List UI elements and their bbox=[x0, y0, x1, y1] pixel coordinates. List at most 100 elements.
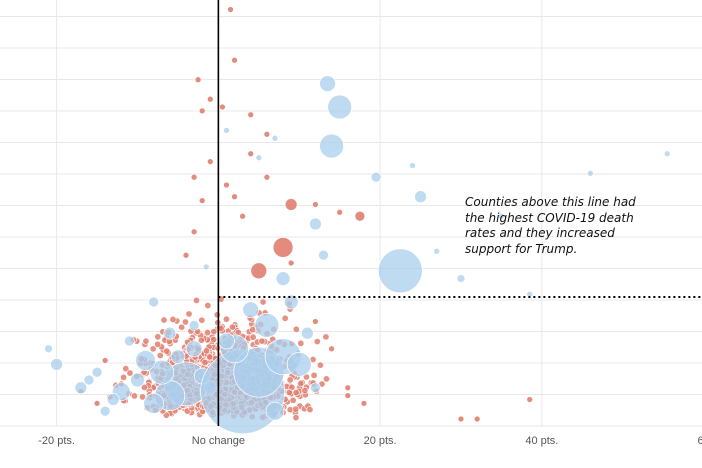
data-point-red bbox=[287, 259, 295, 267]
data-point-red bbox=[160, 316, 168, 324]
data-point-red bbox=[154, 333, 162, 341]
data-point-red bbox=[206, 95, 214, 103]
data-point-red bbox=[219, 103, 226, 111]
data-point-red bbox=[292, 389, 300, 397]
data-point-red bbox=[194, 76, 202, 84]
data-point-blue bbox=[370, 171, 382, 183]
data-point-blue bbox=[135, 350, 156, 371]
data-point-red bbox=[231, 193, 238, 201]
data-point-red bbox=[101, 357, 109, 364]
data-point-red bbox=[259, 298, 267, 306]
data-point-red bbox=[526, 396, 534, 403]
data-point-blue bbox=[242, 301, 260, 319]
data-point-blue bbox=[163, 326, 177, 340]
annotation-line: the highest COVID-19 death bbox=[465, 210, 634, 225]
data-point-red bbox=[328, 345, 335, 353]
data-point-blue bbox=[74, 381, 88, 395]
data-point-blue bbox=[202, 263, 210, 271]
data-point-red bbox=[292, 414, 300, 422]
data-point-red bbox=[285, 388, 293, 396]
data-point-red bbox=[249, 333, 257, 341]
data-point-blue bbox=[50, 358, 63, 371]
data-point-blue bbox=[149, 359, 175, 385]
data-point-blue bbox=[377, 248, 423, 294]
data-point-red bbox=[201, 358, 209, 366]
data-point-red bbox=[473, 415, 481, 423]
data-point-blue bbox=[456, 274, 466, 283]
annotation-line: Counties above this line had bbox=[465, 195, 636, 209]
data-point-red bbox=[312, 201, 319, 208]
data-point-red bbox=[231, 56, 238, 64]
data-point-blue bbox=[498, 212, 505, 220]
data-point-blue bbox=[300, 326, 314, 340]
data-point-red bbox=[301, 387, 309, 395]
data-point-blue bbox=[124, 335, 135, 347]
data-point-red bbox=[190, 228, 198, 236]
data-point-red bbox=[210, 328, 218, 336]
data-point-red bbox=[306, 406, 314, 414]
data-point-red bbox=[289, 396, 297, 404]
data-point-red bbox=[122, 365, 130, 373]
data-point-blue bbox=[143, 393, 165, 414]
data-point-red bbox=[213, 311, 221, 319]
data-point-red bbox=[190, 173, 198, 181]
x-tick-label: 20 pts. bbox=[364, 435, 397, 447]
blue-points-layer bbox=[44, 75, 671, 435]
data-point-red bbox=[284, 198, 298, 211]
data-point-red bbox=[140, 383, 148, 391]
data-point-blue bbox=[319, 133, 344, 159]
data-point-red bbox=[272, 237, 294, 258]
data-point-red bbox=[228, 323, 236, 331]
data-point-red bbox=[182, 251, 190, 259]
data-point-red bbox=[323, 375, 331, 383]
annotation-text: Counties above this line had the highest… bbox=[465, 195, 685, 257]
annotation-line: rates and they increased bbox=[465, 226, 615, 240]
data-point-blue bbox=[106, 393, 120, 406]
data-point-red bbox=[457, 415, 465, 423]
data-point-red bbox=[198, 197, 206, 204]
data-point-blue bbox=[286, 352, 312, 377]
data-point-blue bbox=[587, 169, 594, 177]
data-point-red bbox=[336, 208, 344, 216]
data-point-red bbox=[344, 392, 352, 399]
data-point-red bbox=[181, 318, 189, 326]
data-point-red bbox=[227, 6, 234, 13]
data-point-red bbox=[292, 325, 300, 333]
data-point-blue bbox=[99, 405, 111, 417]
data-point-red bbox=[210, 336, 218, 344]
data-point-red bbox=[198, 107, 206, 115]
data-point-red bbox=[93, 400, 101, 407]
data-point-blue bbox=[254, 313, 280, 338]
data-point-red bbox=[163, 347, 171, 355]
data-point-blue bbox=[83, 374, 95, 386]
data-point-red bbox=[344, 384, 352, 392]
data-point-red bbox=[192, 296, 200, 304]
data-point-red bbox=[202, 347, 210, 355]
annotation-line: support for Trump. bbox=[465, 241, 578, 256]
data-point-blue bbox=[91, 366, 103, 378]
data-point-blue bbox=[663, 150, 671, 158]
data-point-red bbox=[316, 361, 324, 369]
data-point-red bbox=[360, 400, 368, 407]
data-point-red bbox=[263, 130, 271, 138]
data-point-blue bbox=[265, 401, 285, 421]
data-point-blue bbox=[319, 75, 336, 92]
x-tick-label: 40 pts. bbox=[525, 435, 558, 447]
data-point-red bbox=[312, 318, 319, 325]
data-point-blue bbox=[255, 154, 263, 162]
data-point-red bbox=[292, 405, 300, 413]
data-point-red bbox=[313, 338, 321, 346]
data-point-blue bbox=[271, 134, 279, 142]
data-point-blue bbox=[218, 332, 235, 350]
data-point-red bbox=[156, 351, 164, 359]
data-point-blue bbox=[318, 249, 329, 261]
x-axis-ticks: -20 pts. No change 20 pts. 40 pts. 60 bbox=[38, 435, 702, 447]
data-point-red bbox=[250, 262, 268, 280]
x-tick-label: 60 bbox=[697, 435, 702, 447]
data-point-blue bbox=[433, 247, 441, 255]
data-point-blue bbox=[170, 349, 186, 364]
data-point-red bbox=[247, 111, 255, 119]
data-point-red bbox=[222, 315, 230, 323]
data-point-red bbox=[126, 369, 134, 377]
